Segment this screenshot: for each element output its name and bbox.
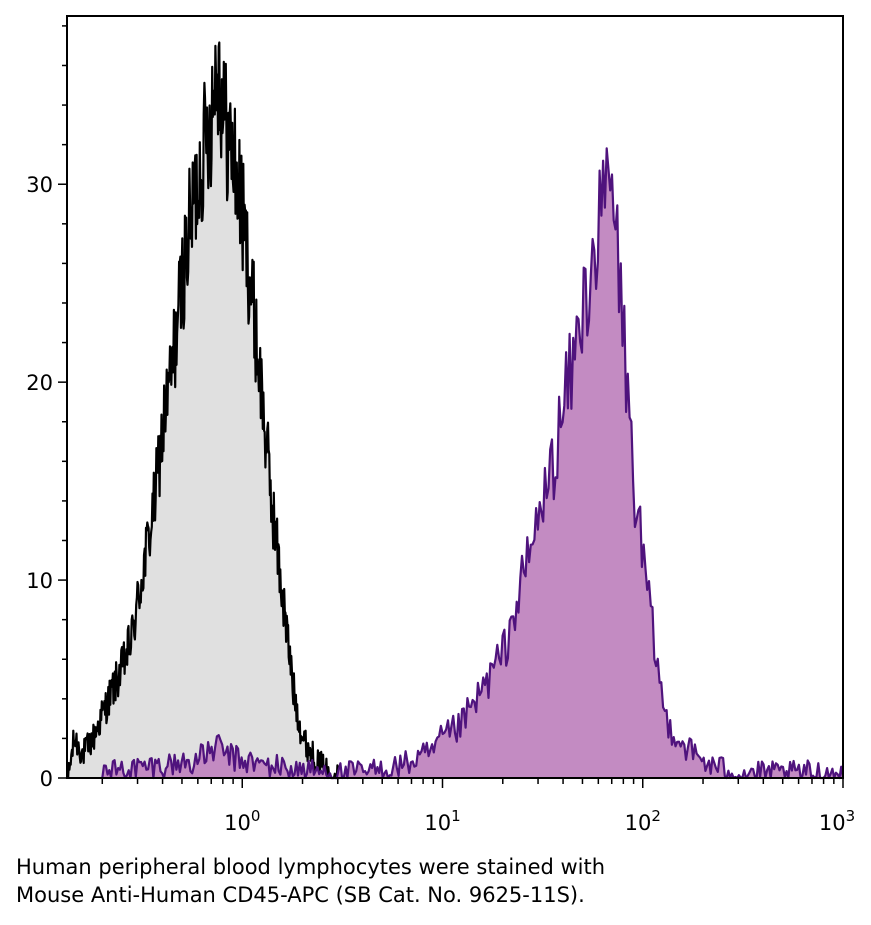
histogram-chart: 0 10 20 30 100 101 102 103	[26, 15, 855, 835]
caption-line-2: Mouse Anti-Human CD45-APC (SB Cat. No. 9…	[16, 883, 585, 907]
y-tick-label: 10	[26, 569, 53, 593]
axis-layer: 0 10 20 30 100 101 102 103	[26, 25, 855, 835]
y-tick-label: 0	[40, 767, 53, 791]
series-CD45-APC-line	[101, 147, 845, 780]
series-isotype-control-fill	[68, 42, 341, 778]
x-tick-label: 102	[625, 807, 661, 835]
caption-line-1: Human peripheral blood lymphocytes were …	[16, 855, 606, 879]
plot-frame	[66, 15, 844, 779]
series-layer	[67, 41, 845, 780]
series-isotype-control-line	[67, 41, 342, 780]
x-tick-label: 101	[424, 807, 460, 835]
y-tick-label: 30	[26, 173, 53, 197]
x-tick-label: 103	[819, 807, 855, 835]
x-tick-label: 100	[224, 807, 260, 835]
y-tick-label: 20	[26, 371, 53, 395]
figure-caption: Human peripheral blood lymphocytes were …	[16, 853, 856, 909]
